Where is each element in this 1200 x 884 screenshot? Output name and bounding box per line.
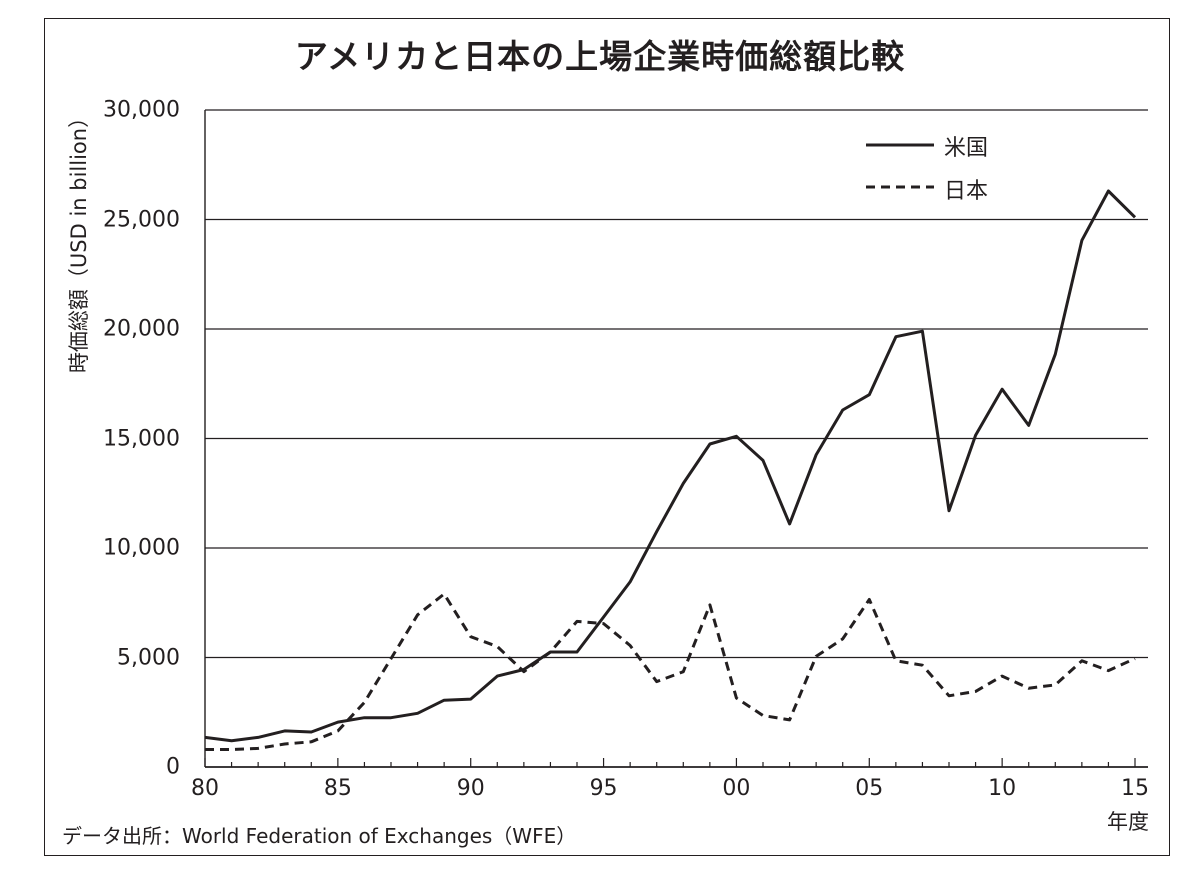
legend-label-japan: 日本 [944, 179, 989, 204]
chart-frame [44, 18, 1170, 856]
x-axis-unit-label: 年度 [1107, 810, 1149, 834]
series-line-japan [205, 592, 1136, 751]
gridlines [205, 109, 1148, 659]
x-tick-label: 85 [323, 776, 352, 801]
legend-label-us: 米国 [944, 136, 989, 161]
y-tick-label: 0 [166, 754, 180, 780]
data-source-note: データ出所：World Federation of Exchanges（WFE） [62, 824, 577, 848]
x-tick-label: 05 [855, 776, 884, 801]
legend [866, 143, 934, 189]
y-tick-label: 10,000 [103, 535, 180, 561]
x-tick-label: 90 [456, 776, 485, 801]
chart-title: アメリカと日本の上場企業時価総額比較 [294, 37, 906, 76]
x-tick-label: 95 [589, 776, 618, 801]
y-tick-label: 30,000 [103, 97, 180, 123]
y-tick-label: 5,000 [117, 645, 180, 670]
x-tick-label: 10 [988, 776, 1017, 801]
x-tick-label: 15 [1121, 776, 1149, 801]
x-tick-label: 80 [191, 776, 219, 801]
y-tick-label: 25,000 [103, 207, 180, 232]
series-line-us [204, 189, 1137, 743]
series-lines [204, 189, 1137, 751]
y-tick-label: 15,000 [103, 426, 180, 451]
axes [204, 110, 1148, 768]
x-tick-label: 00 [722, 776, 751, 801]
y-tick-label: 20,000 [103, 316, 180, 342]
